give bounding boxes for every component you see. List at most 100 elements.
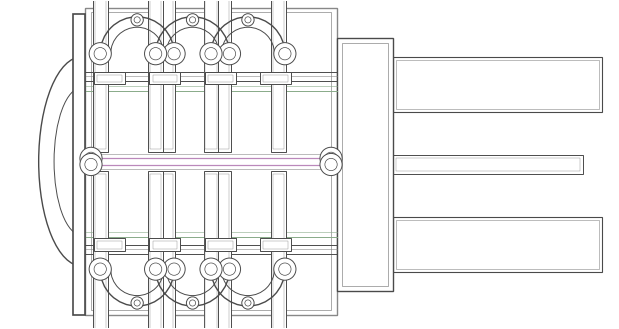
- Bar: [148, 0, 163, 152]
- Bar: [271, 171, 286, 329]
- Circle shape: [186, 297, 199, 309]
- Bar: [72, 14, 85, 315]
- Bar: [85, 8, 337, 315]
- Circle shape: [89, 258, 111, 280]
- Bar: [94, 239, 125, 251]
- Bar: [392, 155, 583, 174]
- Circle shape: [134, 17, 141, 23]
- Bar: [208, 75, 233, 82]
- Circle shape: [205, 48, 217, 60]
- Circle shape: [274, 43, 296, 65]
- Bar: [263, 75, 288, 82]
- Bar: [85, 8, 337, 315]
- Bar: [148, 171, 163, 329]
- Circle shape: [200, 43, 222, 65]
- Bar: [95, 174, 106, 329]
- Circle shape: [242, 297, 254, 309]
- Circle shape: [145, 258, 167, 280]
- Bar: [337, 38, 392, 291]
- Circle shape: [94, 263, 106, 275]
- Bar: [149, 72, 180, 85]
- Bar: [160, 0, 175, 152]
- Bar: [91, 13, 331, 310]
- Circle shape: [219, 43, 241, 65]
- Bar: [263, 241, 288, 249]
- Bar: [208, 241, 233, 249]
- Circle shape: [134, 300, 141, 306]
- Bar: [342, 43, 388, 286]
- Bar: [205, 72, 236, 85]
- Bar: [204, 0, 219, 152]
- Circle shape: [94, 48, 106, 60]
- Bar: [273, 174, 284, 329]
- Bar: [216, 0, 231, 152]
- Bar: [150, 0, 161, 149]
- Bar: [396, 158, 581, 171]
- Bar: [149, 239, 180, 251]
- Bar: [97, 241, 122, 249]
- Circle shape: [163, 258, 185, 280]
- Circle shape: [85, 152, 97, 164]
- Bar: [205, 239, 236, 251]
- Bar: [205, 72, 236, 85]
- Bar: [93, 171, 108, 329]
- Circle shape: [189, 300, 196, 306]
- Circle shape: [85, 158, 97, 171]
- Circle shape: [223, 48, 236, 60]
- Circle shape: [242, 14, 254, 26]
- Circle shape: [205, 263, 217, 275]
- Bar: [162, 174, 173, 329]
- Bar: [208, 75, 233, 82]
- Bar: [218, 174, 229, 329]
- Bar: [94, 72, 125, 85]
- Circle shape: [279, 48, 291, 60]
- Circle shape: [168, 263, 180, 275]
- Bar: [162, 0, 173, 149]
- Bar: [392, 57, 602, 112]
- Bar: [95, 0, 106, 149]
- Circle shape: [89, 43, 111, 65]
- Circle shape: [325, 158, 337, 171]
- Circle shape: [131, 14, 144, 26]
- Bar: [392, 217, 602, 272]
- Circle shape: [223, 263, 236, 275]
- Circle shape: [325, 152, 337, 164]
- Bar: [208, 241, 233, 249]
- Bar: [152, 75, 177, 82]
- Circle shape: [320, 153, 342, 176]
- Bar: [396, 220, 599, 269]
- Bar: [152, 241, 177, 249]
- Circle shape: [163, 43, 185, 65]
- Bar: [152, 75, 177, 82]
- Bar: [93, 0, 108, 152]
- Circle shape: [131, 297, 144, 309]
- Circle shape: [186, 14, 199, 26]
- Circle shape: [168, 48, 180, 60]
- Circle shape: [80, 153, 102, 176]
- Bar: [273, 0, 284, 149]
- Bar: [150, 174, 161, 329]
- Bar: [260, 239, 291, 251]
- Bar: [152, 241, 177, 249]
- Circle shape: [149, 48, 162, 60]
- Circle shape: [219, 258, 241, 280]
- Bar: [206, 174, 217, 329]
- Bar: [149, 72, 180, 85]
- Bar: [97, 75, 122, 82]
- Circle shape: [145, 43, 167, 65]
- Circle shape: [80, 147, 102, 169]
- Bar: [206, 0, 217, 149]
- Circle shape: [245, 300, 251, 306]
- Bar: [218, 0, 229, 149]
- Circle shape: [279, 263, 291, 275]
- Bar: [205, 239, 236, 251]
- Circle shape: [245, 17, 251, 23]
- Circle shape: [200, 258, 222, 280]
- Bar: [204, 171, 219, 329]
- Bar: [149, 239, 180, 251]
- Bar: [260, 72, 291, 85]
- Circle shape: [274, 258, 296, 280]
- Bar: [160, 171, 175, 329]
- Circle shape: [149, 263, 162, 275]
- Circle shape: [189, 17, 196, 23]
